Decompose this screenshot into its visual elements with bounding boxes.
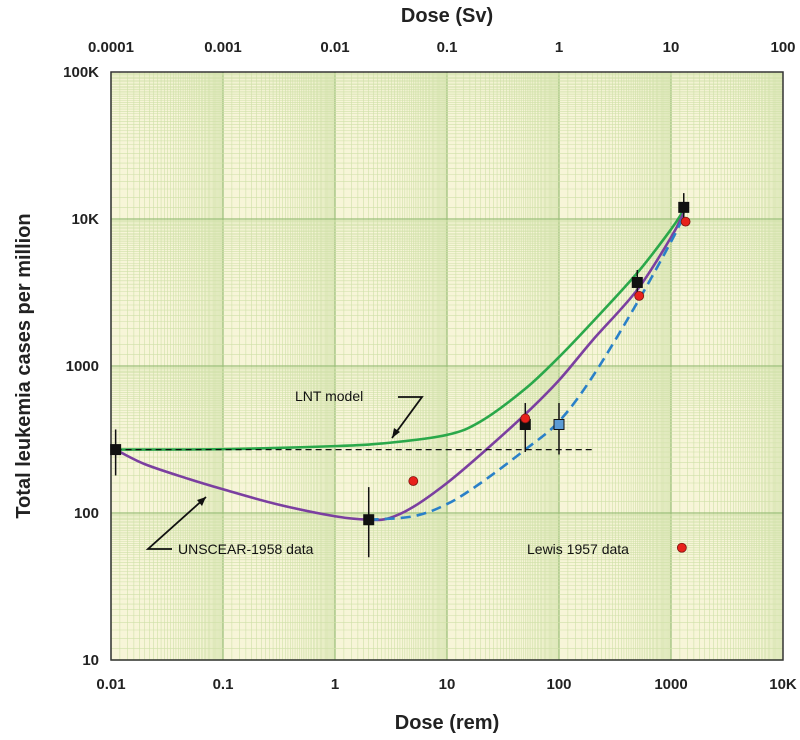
- red-circle-point: [680, 216, 691, 227]
- x-tick-label: 100: [546, 676, 571, 693]
- red-circle-point: [634, 290, 645, 301]
- x-tick-label: 0.1: [213, 676, 234, 693]
- unscear-label: UNSCEAR-1958 data: [178, 541, 314, 557]
- y-tick-label: 100: [74, 505, 99, 522]
- x-tick-label: 1: [331, 676, 339, 693]
- black-square-point: [678, 201, 690, 213]
- series-line-2: [115, 212, 685, 522]
- series-line-3: [368, 215, 685, 522]
- red-circle-point: [408, 476, 419, 486]
- tick-labels: 0.01 0.1 1 10 100 1000 10K 0.0001 0.001 0.01 0.1 1 1…: [63, 39, 797, 693]
- top-axis-title: Dose (Sv): [401, 5, 493, 27]
- lewis-label: Lewis 1957 data: [527, 541, 629, 557]
- data-points: [110, 193, 691, 558]
- black-square-point: [631, 276, 643, 288]
- top-x-tick-label: 0.0001: [88, 39, 134, 56]
- red-circle-point: [520, 413, 531, 424]
- y-tick-label: 100K: [63, 64, 99, 81]
- grid: [110, 72, 783, 661]
- black-square-point: [110, 444, 122, 456]
- black-square-point: [363, 514, 375, 526]
- x-axis-title: Dose (rem): [395, 712, 499, 734]
- unscear-arrowhead: [197, 497, 206, 506]
- top-x-tick-label: 1: [555, 39, 563, 56]
- x-tick-label: 10K: [769, 676, 797, 693]
- y-axis-title: Total leukemia cases per million: [13, 213, 35, 518]
- top-x-tick-label: 0.001: [204, 39, 242, 56]
- y-tick-label: 1000: [66, 358, 99, 375]
- red-circle-point: [676, 542, 687, 553]
- x-tick-label: 0.01: [96, 676, 125, 693]
- lnt-pointer: [391, 396, 424, 439]
- plot-frame: [110, 71, 784, 661]
- lnt-arrowhead: [392, 428, 400, 438]
- top-x-tick-label: 100: [770, 39, 795, 56]
- blue-square-point: [553, 418, 565, 430]
- top-x-tick-label: 0.01: [320, 39, 349, 56]
- lnt-model-label: LNT model: [295, 388, 363, 404]
- top-x-tick-label: 10: [663, 39, 680, 56]
- y-tick-label: 10K: [71, 211, 99, 228]
- annotations: LNT model UNSCEAR-1958 data Lewis 1957 dat…: [145, 388, 629, 557]
- x-tick-label: 10: [439, 676, 456, 693]
- unscear-pointer: [145, 496, 207, 550]
- top-x-tick-label: 0.1: [437, 39, 458, 56]
- x-tick-label: 1000: [654, 676, 687, 693]
- y-tick-label: 10: [82, 652, 99, 669]
